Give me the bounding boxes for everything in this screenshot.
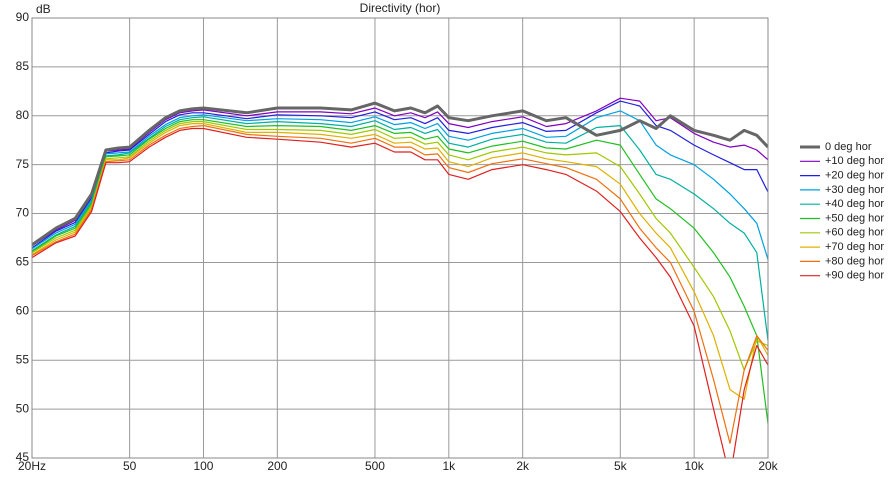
x-tick-label: 20k: [758, 459, 778, 473]
x-tick-label: 100: [193, 459, 213, 473]
legend-label: +10 deg hor: [825, 155, 884, 167]
y-tick-label: 65: [16, 255, 30, 269]
legend-label: +30 deg hor: [825, 184, 884, 196]
legend-label: +60 deg hor: [825, 227, 884, 239]
series-line: [32, 125, 768, 444]
legend: 0 deg hor +10 deg hor +20 deg hor +30 deg h…: [800, 141, 884, 282]
chart-title: Directivity (hor): [360, 1, 441, 15]
legend-label: +40 deg hor: [825, 198, 884, 210]
series-line: [32, 119, 768, 424]
series-line: [32, 110, 768, 260]
series-line: [32, 101, 768, 247]
x-tick-label: 500: [365, 459, 385, 473]
series-line: [32, 123, 768, 400]
legend-label: 0 deg hor: [825, 141, 872, 153]
x-tick-label: 1k: [442, 459, 456, 473]
y-tick-label: 55: [16, 352, 30, 366]
x-tick-label: 200: [267, 459, 287, 473]
y-axis-label: dB: [36, 2, 51, 16]
legend-label: +50 deg hor: [825, 212, 884, 224]
plot-frame: [31, 17, 769, 459]
legend-label: +90 deg hor: [825, 270, 884, 282]
legend-label: +70 deg hor: [825, 241, 884, 253]
series-line: [32, 121, 768, 371]
plot-lines: [32, 97, 768, 458]
y-tick-label: 80: [16, 108, 30, 122]
series-line: [32, 127, 768, 458]
x-tick-label: 50: [123, 459, 137, 473]
series-line: [32, 100, 768, 249]
x-tick-label: 10k: [684, 459, 704, 473]
x-tick-label: 5k: [614, 459, 628, 473]
x-tick-label: 20Hz: [18, 459, 46, 473]
y-tick-label: 90: [16, 10, 30, 24]
y-tick-label: 75: [16, 157, 30, 171]
series-line: [32, 116, 768, 341]
x-tick-label: 2k: [516, 459, 530, 473]
y-tick-label: 70: [16, 206, 30, 220]
legend-label: +80 deg hor: [825, 255, 884, 267]
y-tick-label: 85: [16, 59, 30, 73]
y-tick-label: 45: [16, 450, 30, 464]
y-tick-label: 60: [16, 304, 30, 318]
legend-label: +20 deg hor: [825, 170, 884, 182]
y-tick-label: 50: [16, 401, 30, 415]
